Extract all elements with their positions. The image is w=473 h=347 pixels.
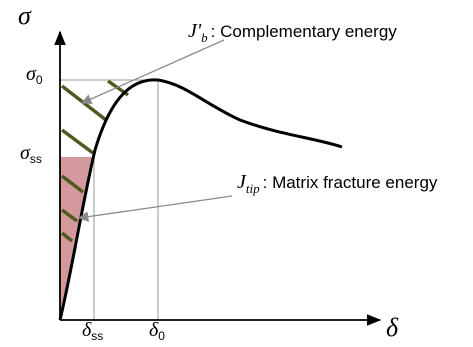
sigma-0-label: σ0 [26,63,43,87]
x-axis-symbol: δ [386,313,399,342]
y-axis-symbol: σ [18,1,32,30]
complementary-arrow [81,39,225,104]
complementary-energy-label: J'b: Complementary energy [188,20,397,45]
axes [54,30,382,326]
stress-curve [58,78,343,321]
sigma-ss-label: σss [20,142,42,166]
delta-ss-label: δss [82,319,103,343]
matrix-arrow [77,195,233,222]
matrix-fracture-energy-label: Jtip: Matrix fracture energy [237,171,438,196]
guide-lines [60,79,159,320]
delta-0-label: δ0 [149,319,165,343]
